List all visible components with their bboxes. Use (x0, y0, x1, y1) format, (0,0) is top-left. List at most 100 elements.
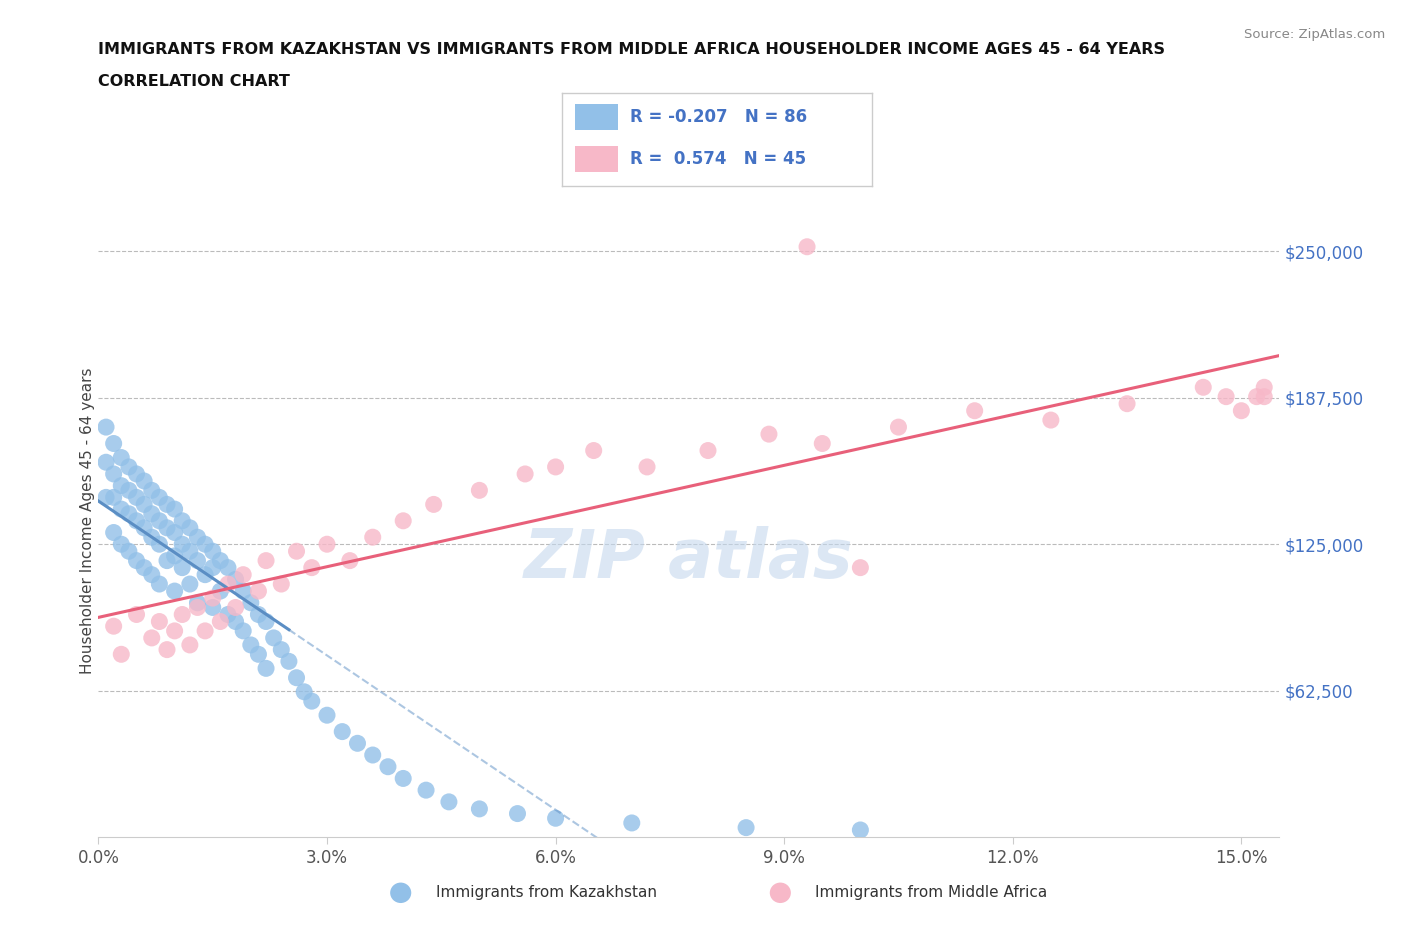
Point (110, 501, 132, 516)
Point (544, 811, 567, 826)
Point (232, 567, 254, 582)
Text: Immigrants from Kazakhstan: Immigrants from Kazakhstan (436, 885, 657, 900)
Text: Immigrants from Middle Africa: Immigrants from Middle Africa (815, 885, 1047, 900)
Point (194, 567, 217, 582)
Point (110, 450, 132, 465)
Point (201, 591, 224, 605)
Point (103, 436, 125, 451)
Point (125, 553, 148, 568)
Point (141, 483, 163, 498)
Point (217, 577, 239, 591)
Point (544, 459, 567, 474)
Point (1192, 379, 1215, 394)
Point (118, 506, 141, 521)
Point (513, 467, 536, 482)
Point (270, 577, 292, 591)
Point (172, 607, 194, 622)
Point (239, 637, 262, 652)
Point (263, 631, 285, 645)
Text: Source: ZipAtlas.com: Source: ZipAtlas.com (1244, 28, 1385, 41)
Point (346, 736, 368, 751)
Point (292, 684, 315, 699)
Point (125, 490, 148, 505)
Point (118, 459, 141, 474)
Point (1215, 390, 1237, 405)
Point (103, 467, 125, 482)
Point (156, 643, 179, 658)
Point (103, 525, 125, 540)
Point (201, 600, 224, 615)
Point (94, 490, 117, 505)
Point (179, 637, 201, 652)
Point (163, 623, 186, 638)
Point (887, 419, 910, 434)
Point (172, 537, 194, 551)
Point (811, 436, 834, 451)
Point (179, 577, 201, 591)
Point (163, 549, 186, 564)
Point (735, 820, 758, 835)
Point (392, 771, 415, 786)
Point (217, 560, 239, 575)
Point (94, 419, 117, 434)
Point (141, 631, 163, 645)
Point (1253, 390, 1275, 405)
Point (254, 614, 277, 629)
Point (209, 614, 232, 629)
Point (134, 497, 156, 512)
Point (301, 694, 323, 709)
Point (125, 467, 148, 482)
Point (186, 595, 208, 610)
Point (254, 553, 277, 568)
Point (163, 584, 186, 599)
Point (415, 783, 437, 798)
Point (163, 501, 186, 516)
Point (125, 513, 148, 528)
Point (103, 618, 125, 633)
Point (361, 748, 384, 763)
Point (285, 544, 308, 559)
Point (179, 521, 201, 536)
Point (217, 607, 239, 622)
Point (849, 822, 872, 837)
Point (247, 647, 270, 662)
Point (330, 724, 353, 739)
Text: CORRELATION CHART: CORRELATION CHART (98, 74, 290, 89)
Point (163, 525, 186, 540)
Point (118, 483, 141, 498)
Point (110, 647, 132, 662)
Point (179, 544, 201, 559)
Point (148, 537, 170, 551)
Point (134, 521, 156, 536)
Point (1246, 390, 1268, 405)
Y-axis label: Householder Income Ages 45 - 64 years: Householder Income Ages 45 - 64 years (80, 367, 94, 674)
Point (277, 654, 299, 669)
Point (134, 560, 156, 575)
Point (156, 553, 179, 568)
Point (103, 490, 125, 505)
Point (148, 614, 170, 629)
Text: R =  0.574   N = 45: R = 0.574 N = 45 (630, 150, 807, 168)
Point (186, 600, 208, 615)
Point (110, 478, 132, 493)
Point (468, 483, 491, 498)
Point (468, 802, 491, 817)
Point (963, 404, 986, 418)
Point (377, 759, 399, 774)
Point (316, 537, 339, 551)
Point (285, 671, 308, 685)
Text: IMMIGRANTS FROM KAZAKHSTAN VS IMMIGRANTS FROM MIDDLE AFRICA HOUSEHOLDER INCOME A: IMMIGRANTS FROM KAZAKHSTAN VS IMMIGRANTS… (98, 42, 1166, 57)
Point (225, 614, 247, 629)
Point (225, 572, 247, 587)
Point (201, 560, 224, 575)
FancyBboxPatch shape (575, 146, 619, 172)
Point (94, 455, 117, 470)
Point (1116, 396, 1139, 411)
Point (582, 443, 605, 458)
Point (254, 661, 277, 676)
Point (194, 623, 217, 638)
Point (134, 473, 156, 488)
Point (422, 497, 444, 512)
Point (156, 521, 179, 536)
Point (141, 567, 163, 582)
